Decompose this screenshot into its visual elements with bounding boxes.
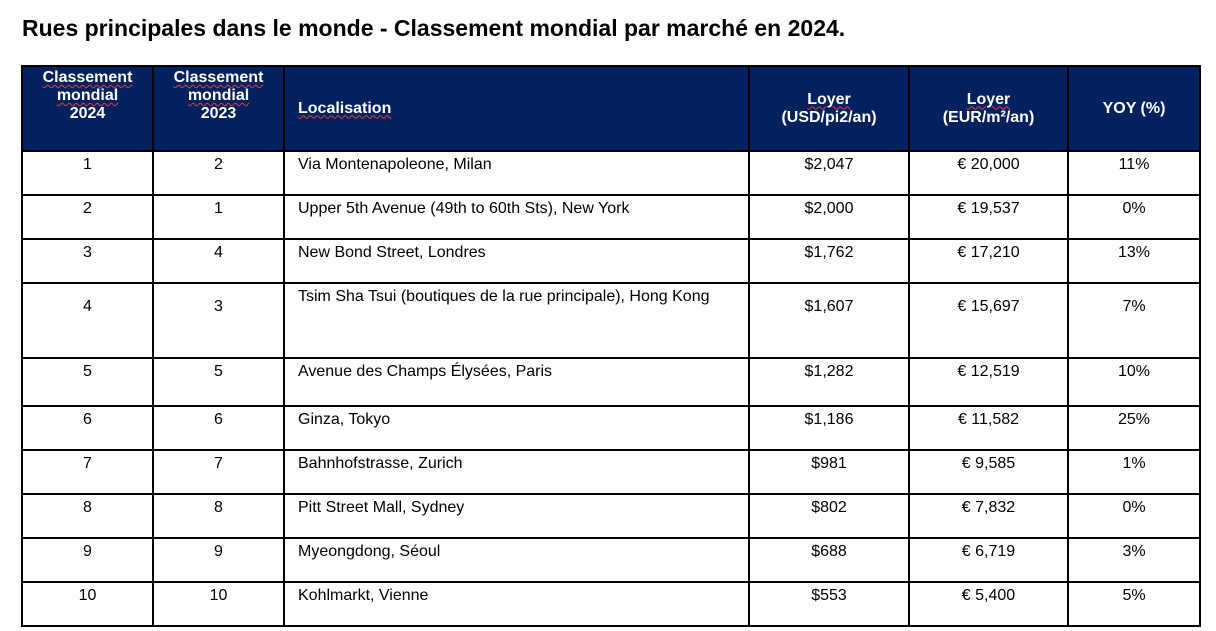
table-row: 10 10 Kohlmarkt, Vienne $553 € 5,400 5% [21, 581, 1201, 627]
cell-rank-2024: 6 [21, 405, 154, 451]
cell-yoy: 5% [1067, 581, 1201, 627]
header-line: (USD/pi2/an) [781, 108, 877, 126]
header-rank-2023: Classement mondial 2023 [152, 65, 285, 152]
cell-rent-usd: $2,000 [748, 194, 910, 240]
cell-yoy: 11% [1067, 150, 1201, 196]
cell-rent-usd: $553 [748, 581, 910, 627]
cell-rank-2023: 1 [152, 194, 285, 240]
table-row: 7 7 Bahnhofstrasse, Zurich $981 € 9,585 … [21, 449, 1201, 495]
cell-rent-eur: € 12,519 [908, 357, 1069, 407]
cell-rank-2024: 9 [21, 537, 154, 583]
table-row: 9 9 Myeongdong, Séoul $688 € 6,719 3% [21, 537, 1201, 583]
cell-location: Avenue des Champs Élysées, Paris [283, 357, 750, 407]
cell-rank-2023: 7 [152, 449, 285, 495]
cell-rank-2023: 9 [152, 537, 285, 583]
cell-rank-2023: 3 [152, 282, 285, 359]
cell-rank-2024: 5 [21, 357, 154, 407]
cell-yoy: 1% [1067, 449, 1201, 495]
cell-rank-2023: 10 [152, 581, 285, 627]
header-line: Classement [173, 69, 264, 86]
header-line: mondial [56, 87, 119, 104]
cell-yoy: 3% [1067, 537, 1201, 583]
cell-rent-eur: € 11,582 [908, 405, 1069, 451]
cell-rent-usd: $1,282 [748, 357, 910, 407]
cell-rent-usd: $802 [748, 493, 910, 539]
header-line: mondial [187, 87, 250, 104]
cell-rent-eur: € 20,000 [908, 150, 1069, 196]
cell-rent-usd: $688 [748, 537, 910, 583]
header-rent-eur: Loyer (EUR/m²/an) [908, 65, 1069, 152]
table-row: 8 8 Pitt Street Mall, Sydney $802 € 7,83… [21, 493, 1201, 539]
header-line: (EUR/m²/an) [942, 108, 1035, 126]
cell-location: Ginza, Tokyo [283, 405, 750, 451]
street-ranking-table: Classement mondial 2024 Classement mondi… [21, 65, 1201, 627]
cell-rent-usd: $1,762 [748, 238, 910, 284]
cell-location: Myeongdong, Séoul [283, 537, 750, 583]
cell-location: Kohlmarkt, Vienne [283, 581, 750, 627]
header-line: Loyer [807, 90, 851, 108]
cell-yoy: 7% [1067, 282, 1201, 359]
cell-rank-2024: 7 [21, 449, 154, 495]
cell-rank-2024: 4 [21, 282, 154, 359]
table-row: 4 3 Tsim Sha Tsui (boutiques de la rue p… [21, 282, 1201, 359]
cell-rent-usd: $1,186 [748, 405, 910, 451]
header-line: YOY (%) [1102, 99, 1166, 117]
page-title: Rues principales dans le monde - Classem… [22, 15, 846, 41]
cell-rank-2024: 1 [21, 150, 154, 196]
cell-rank-2023: 5 [152, 357, 285, 407]
cell-rank-2024: 2 [21, 194, 154, 240]
header-line: Localisation [298, 99, 392, 117]
cell-rent-eur: € 5,400 [908, 581, 1069, 627]
cell-location: Bahnhofstrasse, Zurich [283, 449, 750, 495]
header-location: Localisation [283, 65, 750, 152]
cell-rent-usd: $2,047 [748, 150, 910, 196]
table-row: 1 2 Via Montenapoleone, Milan $2,047 € 2… [21, 150, 1201, 196]
cell-rent-eur: € 15,697 [908, 282, 1069, 359]
cell-yoy: 0% [1067, 493, 1201, 539]
header-line: 2024 [69, 105, 106, 122]
cell-yoy: 10% [1067, 357, 1201, 407]
header-line: Loyer [966, 90, 1011, 108]
table-header-row: Classement mondial 2024 Classement mondi… [21, 65, 1201, 152]
cell-rank-2023: 8 [152, 493, 285, 539]
cell-rent-usd: $1,607 [748, 282, 910, 359]
cell-location: New Bond Street, Londres [283, 238, 750, 284]
cell-yoy: 25% [1067, 405, 1201, 451]
header-line: Classement [42, 69, 133, 86]
table-row: 3 4 New Bond Street, Londres $1,762 € 17… [21, 238, 1201, 284]
cell-rank-2024: 3 [21, 238, 154, 284]
cell-rank-2023: 4 [152, 238, 285, 284]
header-line: 2023 [200, 105, 237, 122]
cell-rent-eur: € 19,537 [908, 194, 1069, 240]
cell-rank-2024: 8 [21, 493, 154, 539]
cell-location: Tsim Sha Tsui (boutiques de la rue princ… [283, 282, 750, 359]
cell-rank-2023: 6 [152, 405, 285, 451]
cell-location: Pitt Street Mall, Sydney [283, 493, 750, 539]
cell-rank-2024: 10 [21, 581, 154, 627]
header-rank-2024: Classement mondial 2024 [21, 65, 154, 152]
header-rent-usd: Loyer (USD/pi2/an) [748, 65, 910, 152]
cell-rent-eur: € 7,832 [908, 493, 1069, 539]
cell-rank-2023: 2 [152, 150, 285, 196]
header-yoy: YOY (%) [1067, 65, 1201, 152]
cell-location: Upper 5th Avenue (49th to 60th Sts), New… [283, 194, 750, 240]
table-row: 2 1 Upper 5th Avenue (49th to 60th Sts),… [21, 194, 1201, 240]
cell-rent-eur: € 17,210 [908, 238, 1069, 284]
table-row: 6 6 Ginza, Tokyo $1,186 € 11,582 25% [21, 405, 1201, 451]
cell-rent-usd: $981 [748, 449, 910, 495]
table-row: 5 5 Avenue des Champs Élysées, Paris $1,… [21, 357, 1201, 407]
cell-rent-eur: € 9,585 [908, 449, 1069, 495]
cell-yoy: 0% [1067, 194, 1201, 240]
cell-rent-eur: € 6,719 [908, 537, 1069, 583]
cell-yoy: 13% [1067, 238, 1201, 284]
cell-location: Via Montenapoleone, Milan [283, 150, 750, 196]
